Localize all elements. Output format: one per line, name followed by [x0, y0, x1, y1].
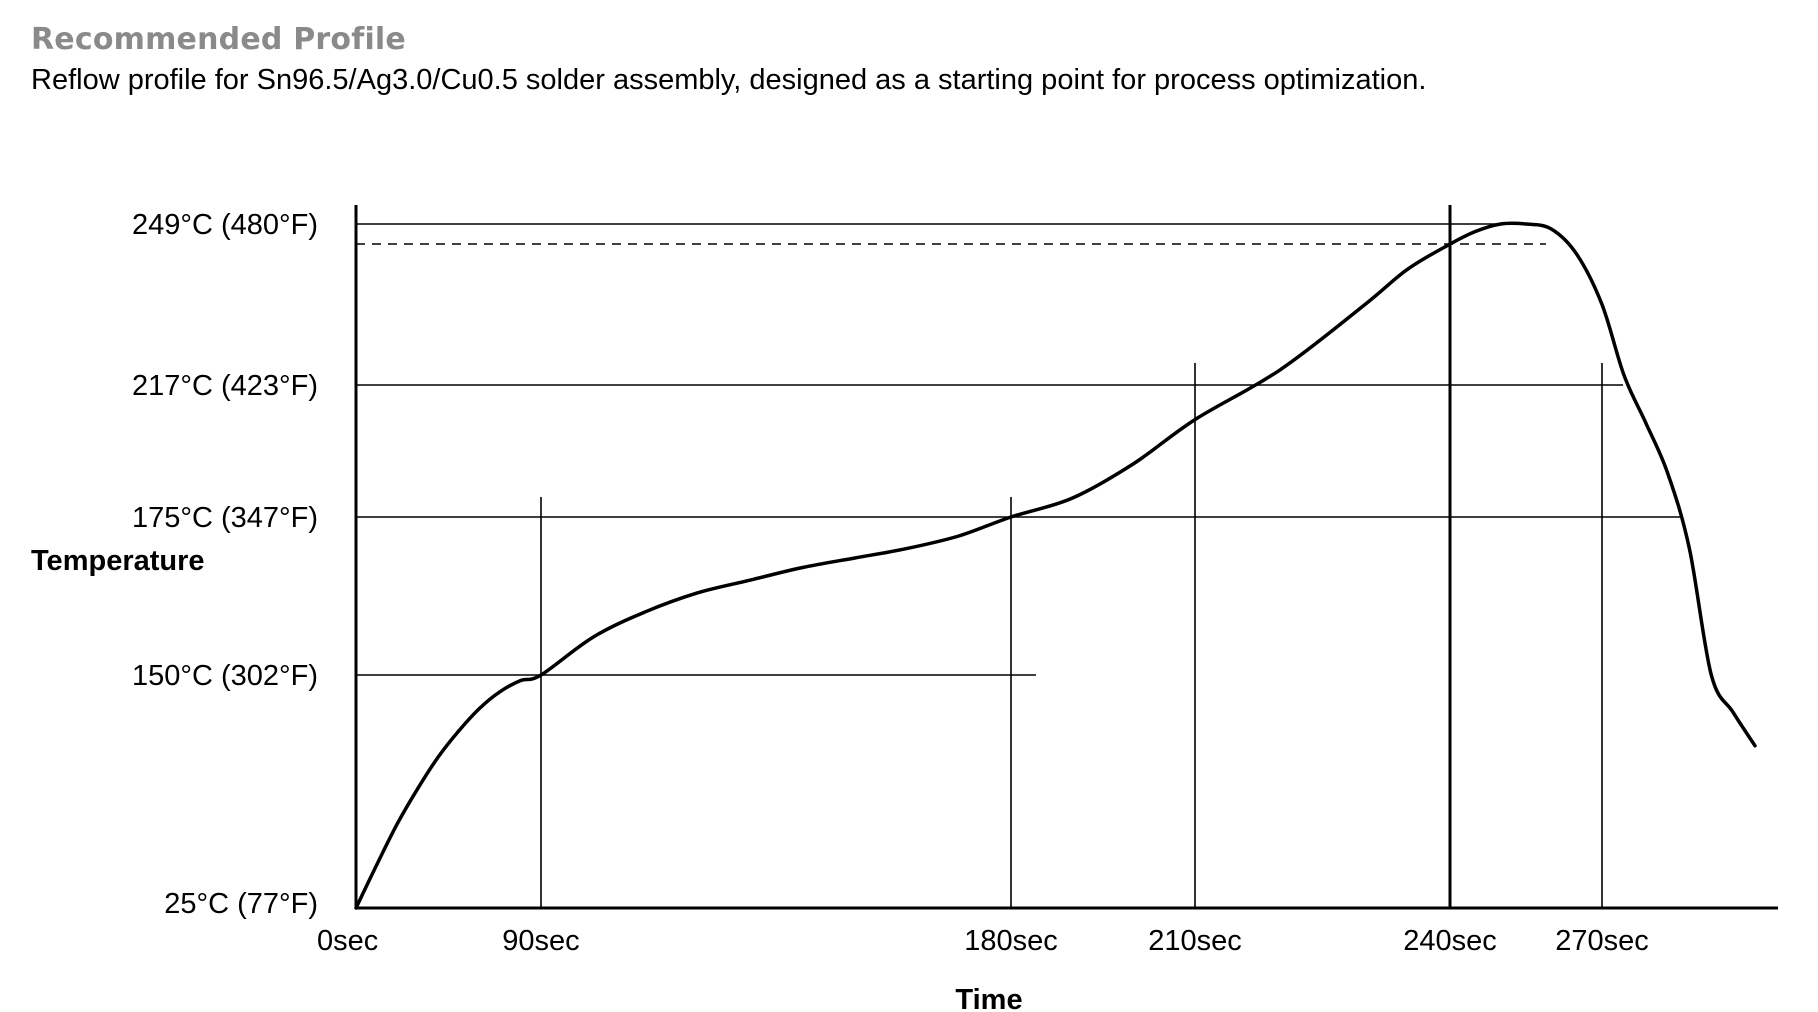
guide-lines	[356, 205, 1681, 908]
tick-labels: 25°C (77°F) 150°C (302°F) 175°C (347°F) 217…	[132, 209, 1649, 957]
y-tick-label: 217°C (423°F)	[132, 370, 318, 402]
y-axis-label: Temperature	[31, 545, 205, 577]
profile-curve	[354, 221, 1757, 910]
y-tick-label: 25°C (77°F)	[164, 888, 318, 920]
x-tick-label: 240sec	[1403, 925, 1497, 957]
x-tick-label: 270sec	[1555, 925, 1649, 957]
page-title: Recommended Profile	[31, 22, 406, 57]
x-tick-label: 0sec	[317, 925, 378, 957]
axes	[354, 205, 1778, 910]
y-tick-label: 150°C (302°F)	[132, 660, 318, 692]
x-tick-label: 90sec	[502, 925, 579, 957]
x-tick-label: 180sec	[964, 925, 1058, 957]
y-tick-label: 249°C (480°F)	[132, 209, 318, 241]
profile-curve-group	[354, 221, 1757, 910]
y-tick-label: 175°C (347°F)	[132, 502, 318, 534]
x-tick-label: 210sec	[1148, 925, 1242, 957]
x-axis-label: Time	[955, 984, 1022, 1012]
page-subtitle: Reflow profile for Sn96.5/Ag3.0/Cu0.5 so…	[31, 64, 1427, 96]
